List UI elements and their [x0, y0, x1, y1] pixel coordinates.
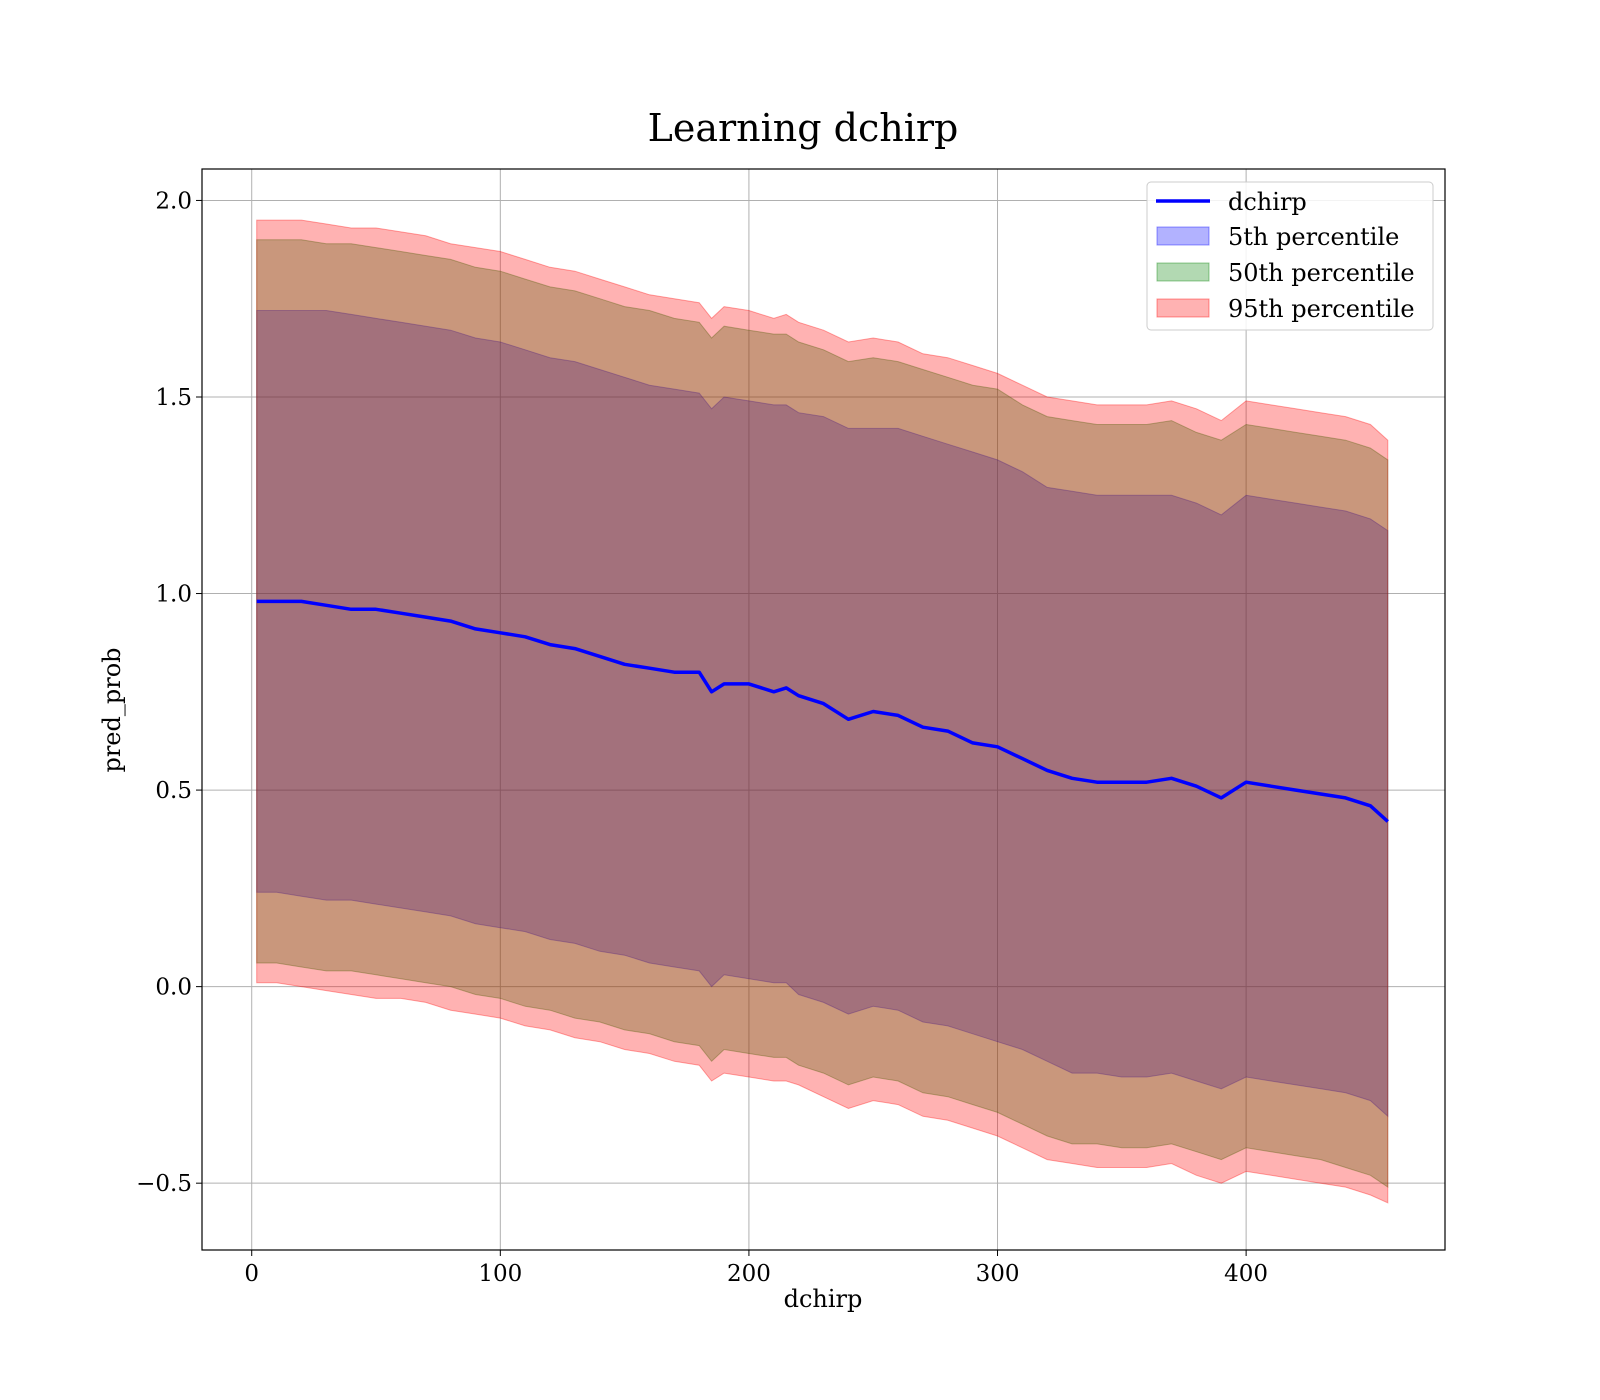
y-tick-label-5: 2.0 — [155, 188, 192, 214]
plot-frame — [201, 168, 1446, 1251]
legend-swatch-50th — [1156, 262, 1210, 282]
series-line-group — [256, 599, 1389, 823]
y-tick-label-1: 0.0 — [155, 975, 192, 1001]
band-0 — [256, 310, 1389, 1118]
x-tick-label-2: 200 — [727, 1261, 771, 1287]
y-tick-label-4: 1.5 — [155, 385, 192, 411]
legend-label-95th: 95th percentile — [1228, 295, 1415, 323]
x-tick-label-3: 300 — [976, 1261, 1020, 1287]
y-tick-label-3: 1.0 — [155, 582, 192, 608]
y-axis-label: pred_prob — [98, 647, 126, 772]
legend-label-5th: 5th percentile — [1228, 223, 1399, 251]
band-2 — [256, 219, 1389, 1204]
x-axis-label: dchirp — [784, 1285, 863, 1313]
x-tick-label-1: 100 — [478, 1261, 522, 1287]
legend-label-dchirp: dchirp — [1228, 188, 1307, 216]
y-axis-ticks: −0.5 0.0 0.5 1.0 1.5 2.0 — [136, 188, 202, 1197]
percentile-bands — [256, 219, 1389, 1204]
legend-swatch-5th — [1156, 226, 1210, 246]
legend-box — [1146, 181, 1434, 331]
x-tick-label-4: 400 — [1224, 1261, 1268, 1287]
legend-label-50th: 50th percentile — [1228, 259, 1415, 287]
x-axis-ticks: 0 100 200 300 400 — [244, 1250, 1268, 1287]
y-tick-label-0: −0.5 — [136, 1171, 192, 1197]
legend: dchirp 5th percentile 50th percentile 95… — [1146, 181, 1434, 331]
chart-title: Learning dchirp — [648, 106, 959, 150]
legend-swatch-95th — [1156, 298, 1210, 318]
y-tick-label-2: 0.5 — [155, 778, 192, 804]
series-line-dchirp — [256, 599, 1389, 823]
band-1 — [256, 239, 1389, 1189]
x-tick-label-0: 0 — [244, 1261, 259, 1287]
